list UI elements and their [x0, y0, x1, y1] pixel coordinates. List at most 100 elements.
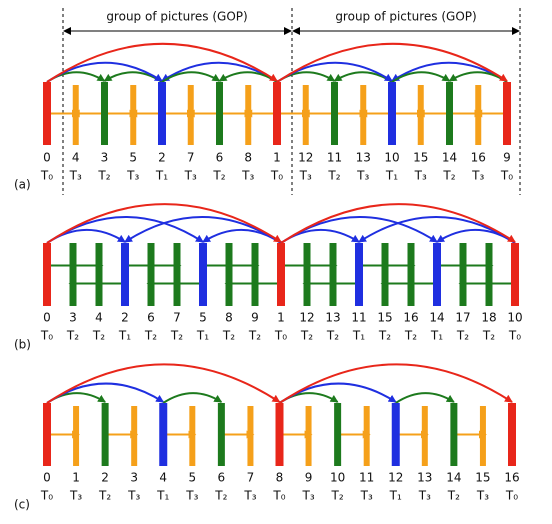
temporal-layer: T₁: [389, 489, 402, 503]
reference-arc: [278, 363, 513, 404]
frame-bar: [407, 243, 415, 306]
frame-number: 4: [72, 151, 80, 165]
temporal-layer: T₀: [508, 329, 521, 343]
frame-number: 15: [377, 311, 392, 325]
frame-number: 11: [327, 151, 342, 165]
frame-number: 10: [384, 151, 399, 165]
temporal-layer: T₁: [430, 329, 443, 343]
frame-number: 6: [216, 151, 224, 165]
temporal-layer: T₃: [301, 489, 314, 503]
frame-number: 3: [69, 311, 77, 325]
frame-number: 7: [187, 151, 195, 165]
frame-number: 10: [507, 311, 522, 325]
frame-number: 15: [475, 471, 490, 485]
frame-bar: [485, 243, 493, 306]
gop-label: group of pictures (GOP): [106, 10, 247, 24]
frame-bar: [446, 82, 453, 145]
frame-number: 11: [359, 471, 374, 485]
frame-bar: [173, 243, 181, 306]
temporal-layer: T₃: [127, 489, 140, 503]
frame-number: 1: [277, 311, 285, 325]
frame-number: 16: [471, 151, 486, 165]
temporal-layer: T₂: [378, 329, 391, 343]
reference-arc: [448, 71, 508, 83]
temporal-layer: T₁: [156, 489, 169, 503]
temporal-layer: T₂: [66, 329, 79, 343]
frame-bar: [417, 85, 424, 145]
temporal-layer: T₂: [300, 329, 313, 343]
panel-label: (a): [14, 178, 31, 192]
frame-bar: [303, 243, 311, 306]
frame-number: 13: [325, 311, 340, 325]
frame-number: 3: [101, 151, 109, 165]
temporal-layer: T₃: [185, 489, 198, 503]
reference-arc: [161, 61, 278, 83]
temporal-layer: T₃: [299, 169, 312, 183]
frame-bar: [381, 243, 389, 306]
temporal-layer: T₂: [92, 329, 105, 343]
frame-bar: [355, 243, 363, 306]
frame-bar: [331, 82, 338, 145]
frame-bar: [216, 82, 223, 145]
temporal-layer: T₂: [326, 329, 339, 343]
frame-bar: [305, 406, 312, 466]
frame-number: 12: [299, 311, 314, 325]
temporal-layer: T₁: [155, 169, 168, 183]
temporal-layer: T₂: [331, 489, 344, 503]
frame-bar: [73, 406, 80, 466]
frame-number: 16: [504, 471, 519, 485]
frame-number: 17: [455, 311, 470, 325]
temporal-layer: T₃: [471, 169, 484, 183]
frame-bar: [43, 243, 51, 306]
frame-bar: [247, 406, 254, 466]
frame-number: 2: [121, 311, 129, 325]
frame-bar: [329, 243, 337, 306]
frame-number: 4: [159, 471, 167, 485]
frame-bar: [508, 403, 516, 466]
frame-number: 14: [429, 311, 444, 325]
frame-bar: [95, 243, 103, 306]
temporal-layer: T₂: [98, 489, 111, 503]
reference-arc: [218, 71, 278, 83]
reference-arc: [124, 216, 282, 244]
temporal-layer: T₃: [69, 489, 82, 503]
reference-arc: [436, 228, 516, 244]
frame-bar: [189, 406, 196, 466]
frame-number: 0: [43, 471, 51, 485]
frame-bar: [251, 243, 259, 306]
frame-bar: [363, 406, 370, 466]
frame-bar: [72, 85, 79, 145]
frame-bar: [245, 85, 252, 145]
frame-number: 7: [173, 311, 181, 325]
temporal-layer: T₂: [214, 489, 227, 503]
gop-brackets: group of pictures (GOP) group of picture…: [62, 8, 521, 195]
frame-number: 6: [218, 471, 226, 485]
frame-bar: [199, 243, 207, 306]
frame-number: 1: [273, 151, 281, 165]
frame-number: 9: [251, 311, 259, 325]
temporal-layer: T₁: [118, 329, 131, 343]
temporal-layer: T₀: [40, 489, 53, 503]
temporal-layer: T₃: [241, 169, 254, 183]
frame-bar: [450, 403, 458, 466]
temporal-layer: T₃: [184, 169, 197, 183]
temporal-layer: T₀: [270, 169, 283, 183]
temporal-layer: T₀: [40, 169, 53, 183]
frame-number: 7: [247, 471, 255, 485]
reference-arc: [161, 71, 221, 83]
frame-number: 11: [351, 311, 366, 325]
frame-bar: [43, 82, 51, 145]
reference-arc: [103, 71, 163, 83]
temporal-layer: T₀: [272, 489, 285, 503]
gop-label: group of pictures (GOP): [335, 10, 476, 24]
temporal-layer: T₀: [500, 169, 513, 183]
temporal-layer: T₀: [505, 489, 518, 503]
temporal-layer: T₃: [476, 489, 489, 503]
temporal-layer: T₂: [248, 329, 261, 343]
temporal-layer: T₂: [97, 169, 110, 183]
frame-bar: [147, 243, 155, 306]
frame-bar: [101, 403, 109, 466]
frame-number: 13: [356, 151, 371, 165]
frame-bar: [121, 243, 129, 306]
frame-bar: [217, 403, 225, 466]
